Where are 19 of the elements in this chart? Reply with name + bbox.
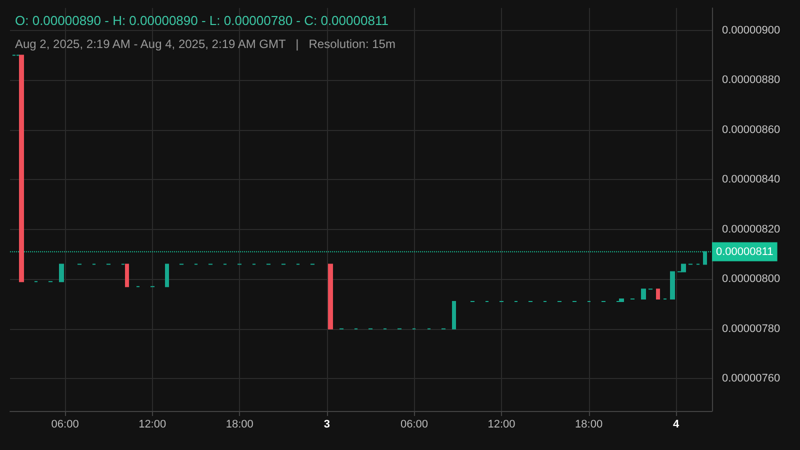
x-tick-label: 3 — [324, 418, 330, 430]
chart-title: O: 0.00000890 - H: 0.00000890 - L: 0.00000780 - C: 0.00000811 — [15, 13, 388, 28]
x-tick-label: 06:00 — [51, 418, 79, 430]
x-tick-label: 12:00 — [488, 418, 516, 430]
y-tick-label: 0.00000780 — [722, 322, 780, 335]
x-tick-label: 18:00 — [575, 418, 603, 430]
y-tick-label: 0.00000800 — [722, 273, 780, 286]
y-tick-label: 0.00000820 — [722, 223, 780, 236]
y-tick-label: 0.00000760 — [722, 372, 780, 385]
y-tick-label: 0.00000860 — [722, 124, 780, 136]
x-tick-label: 06:00 — [400, 418, 428, 430]
x-tick-label: 12:00 — [138, 418, 166, 430]
x-tick-label: 4 — [673, 418, 680, 430]
ref-line-label: 0.00000811 — [716, 246, 774, 258]
text: Aug 2, 2025, 2:19 AM - Aug 4, 2025, 2:19 AM GMT | Resolution: 15m — [15, 37, 396, 51]
x-tick-label: 18:00 — [226, 418, 254, 430]
y-tick-label: 0.00000880 — [722, 74, 780, 86]
y-tick-label: 0.00000900 — [722, 24, 780, 36]
y-tick-label: 0.00000840 — [722, 174, 780, 186]
